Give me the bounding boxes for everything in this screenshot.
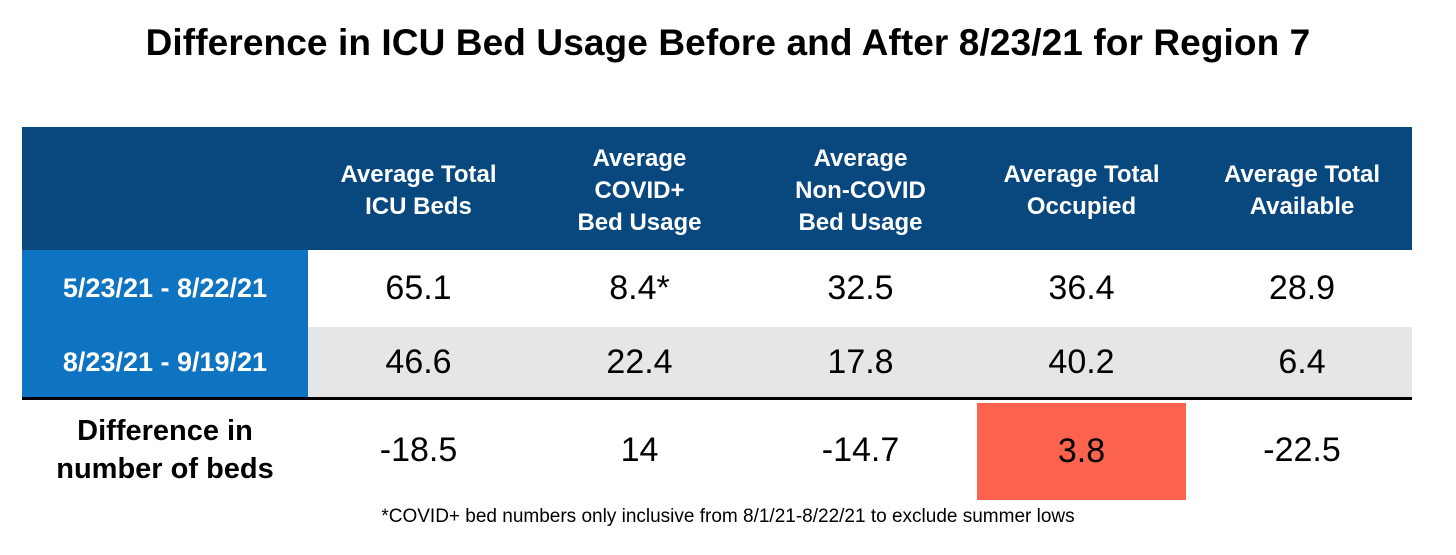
table-cell: 40.2 xyxy=(1048,342,1115,381)
header-non-covid-bed-usage: Average Non-COVID Bed Usage xyxy=(795,144,926,236)
table-cell: 32.5 xyxy=(827,269,894,307)
icu-table: Average Total ICU Beds Average COVID+ Be… xyxy=(22,127,1412,500)
table-cell: -22.5 xyxy=(1263,430,1341,469)
table-cell: -18.5 xyxy=(379,430,458,469)
table-row: 5/23/21 - 8/22/21 65.1 8.4* 32.5 36.4 28… xyxy=(22,250,1412,327)
header-cell-empty xyxy=(22,127,308,250)
table-cell: 8.4* xyxy=(609,269,670,307)
table-cell: 14 xyxy=(620,430,659,469)
row-label-before: 5/23/21 - 8/22/21 xyxy=(22,250,308,327)
table-cell: 17.8 xyxy=(827,342,894,381)
table-row-difference: Difference in number of beds -18.5 14 -1… xyxy=(22,400,1412,500)
header-total-icu-beds: Average Total ICU Beds xyxy=(340,160,497,220)
highlighted-cell-wrapper: 3.8 xyxy=(971,400,1192,500)
table-cell: 28.9 xyxy=(1268,269,1336,307)
footnote: *COVID+ bed numbers only inclusive from … xyxy=(381,506,1075,527)
table-cell: 65.1 xyxy=(385,269,452,307)
header-total-occupied: Average Total Occupied xyxy=(1003,160,1160,220)
table-cell: 22.4 xyxy=(606,342,673,381)
page-title: Difference in ICU Bed Usage Before and A… xyxy=(145,22,1311,63)
table-cell: 6.4 xyxy=(1278,342,1326,381)
row-label-difference: Difference in number of beds xyxy=(56,415,274,485)
table-cell: 46.6 xyxy=(385,342,452,381)
table-cell: 36.4 xyxy=(1048,269,1115,307)
row-label-after: 8/23/21 - 9/19/21 xyxy=(22,327,308,397)
header-covid-bed-usage: Average COVID+ Bed Usage xyxy=(577,144,702,236)
table-row: 8/23/21 - 9/19/21 46.6 22.4 17.8 40.2 6.… xyxy=(22,327,1412,400)
header-total-available: Average Total Available xyxy=(1223,160,1381,220)
table-cell: -14.7 xyxy=(821,430,900,469)
highlighted-cell: 3.8 xyxy=(977,403,1186,500)
table-header-row: Average Total ICU Beds Average COVID+ Be… xyxy=(22,127,1412,250)
